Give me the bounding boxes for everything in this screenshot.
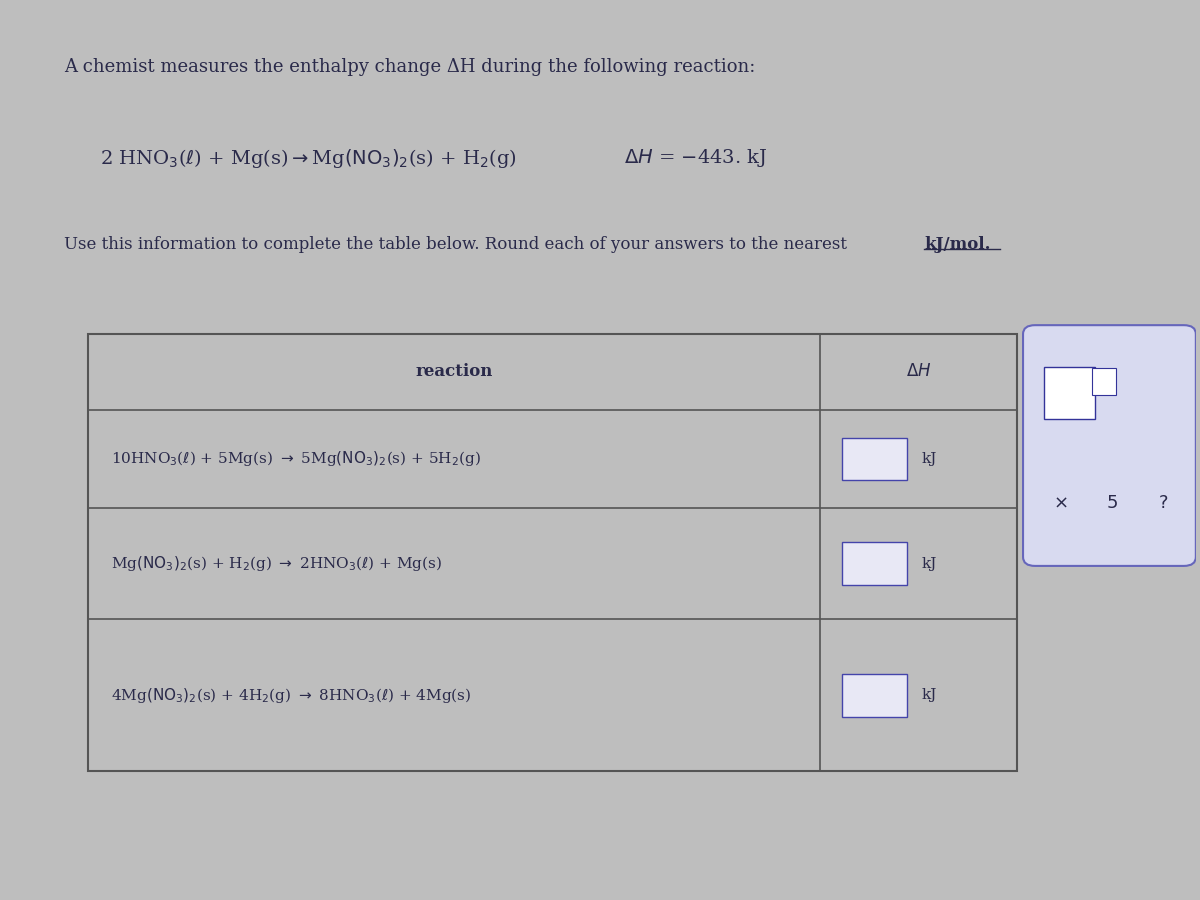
- FancyBboxPatch shape: [1044, 367, 1094, 419]
- FancyBboxPatch shape: [842, 674, 907, 716]
- Text: ?: ?: [1159, 494, 1169, 512]
- Text: kJ: kJ: [922, 452, 937, 466]
- Text: kJ: kJ: [922, 688, 937, 702]
- Text: kJ: kJ: [922, 557, 937, 571]
- Text: A chemist measures the enthalpy change ΔH during the following reaction:: A chemist measures the enthalpy change Δ…: [64, 58, 755, 76]
- Text: $\Delta H$ = $-$443. kJ: $\Delta H$ = $-$443. kJ: [624, 147, 767, 169]
- FancyBboxPatch shape: [842, 543, 907, 585]
- Text: 5: 5: [1106, 494, 1118, 512]
- Text: 4Mg$\left(\mathrm{NO_3}\right)_2$(s) + 4H$_2$(g) $\rightarrow$ 8HNO$_3$($\ell$) : 4Mg$\left(\mathrm{NO_3}\right)_2$(s) + 4…: [112, 686, 472, 705]
- FancyBboxPatch shape: [1024, 325, 1196, 566]
- Text: kJ/mol.: kJ/mol.: [924, 236, 991, 253]
- FancyBboxPatch shape: [1092, 368, 1116, 395]
- Text: 2 HNO$_3$($\ell$) + Mg(s)$\rightarrow$Mg$\left(\mathrm{NO_3}\right)_2$(s) + H$_2: 2 HNO$_3$($\ell$) + Mg(s)$\rightarrow$Mg…: [100, 147, 516, 170]
- Text: 10HNO$_3$($\ell$) + 5Mg(s) $\rightarrow$ 5Mg$\left(\mathrm{NO_3}\right)_2$(s) + : 10HNO$_3$($\ell$) + 5Mg(s) $\rightarrow$…: [112, 449, 481, 468]
- Text: Mg$\left(\mathrm{NO_3}\right)_2$(s) + H$_2$(g) $\rightarrow$ 2HNO$_3$($\ell$) + : Mg$\left(\mathrm{NO_3}\right)_2$(s) + H$…: [112, 554, 443, 573]
- Text: reaction: reaction: [415, 364, 493, 381]
- Text: $\Delta H$: $\Delta H$: [906, 364, 931, 381]
- FancyBboxPatch shape: [842, 437, 907, 481]
- Text: Use this information to complete the table below. Round each of your answers to : Use this information to complete the tab…: [64, 236, 852, 253]
- Text: ×: ×: [1054, 494, 1069, 512]
